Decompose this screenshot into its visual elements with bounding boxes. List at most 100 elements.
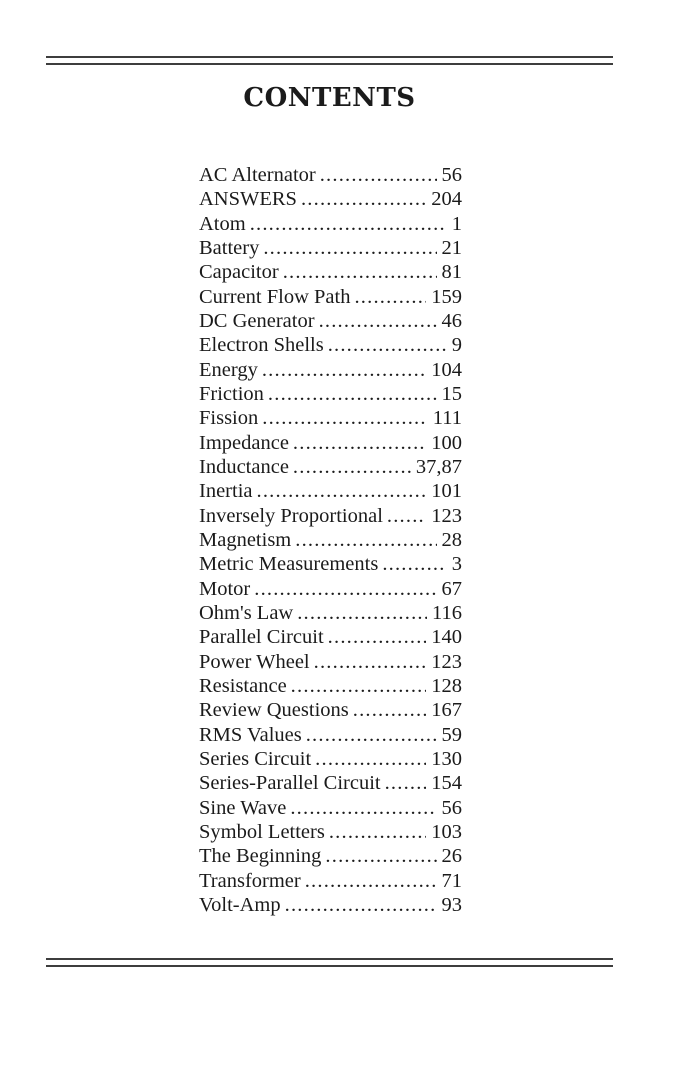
- toc-entry: Friction 15: [199, 382, 462, 406]
- toc-dot-leader: [257, 479, 427, 503]
- toc-dot-leader: [283, 260, 437, 284]
- toc-dot-leader: [306, 723, 437, 747]
- toc-entry-title: Motor: [199, 577, 251, 600]
- toc-entry-page: 46: [441, 309, 463, 332]
- toc-entry-page: 26: [441, 845, 463, 868]
- toc-entry-page: 56: [441, 796, 463, 819]
- toc-dot-leader: [305, 869, 437, 893]
- toc-entry: Review Questions 167: [199, 698, 462, 722]
- toc-entry-title: Power Wheel: [199, 650, 310, 673]
- toc-entry-title: Metric Measurements: [199, 553, 379, 576]
- toc-entry-page: 154: [431, 772, 462, 795]
- toc-entry: DC Generator 46: [199, 309, 462, 333]
- toc-entry-title: Inversely Proportional: [199, 504, 383, 527]
- toc-entry-page: 93: [441, 893, 463, 916]
- toc-dot-leader: [329, 820, 426, 844]
- toc-entry-title: Atom: [199, 212, 246, 235]
- toc-entry: Capacitor 81: [199, 260, 462, 284]
- toc-entry-title: Transformer: [199, 869, 301, 892]
- toc-dot-leader: [262, 406, 428, 430]
- toc-entry-title: Battery: [199, 236, 260, 259]
- toc-entry-page: 128: [431, 674, 462, 697]
- toc-entry-page: 28: [441, 528, 463, 551]
- toc-entry: Current Flow Path 159: [199, 285, 462, 309]
- toc-entry: Volt-Amp 93: [199, 893, 462, 917]
- toc-entry-page: 81: [441, 261, 463, 284]
- toc-entry-title: Review Questions: [199, 699, 349, 722]
- toc-entry-page: 111: [432, 407, 462, 430]
- toc-entry-title: Volt-Amp: [199, 893, 281, 916]
- toc-entry-title: RMS Values: [199, 723, 302, 746]
- toc-entry-page: 59: [441, 723, 463, 746]
- toc-entry: Fission 111: [199, 406, 462, 430]
- toc-dot-leader: [262, 358, 426, 382]
- toc-dot-leader: [293, 455, 411, 479]
- toc-entry-page: 1: [451, 212, 462, 235]
- toc-entry-title: Friction: [199, 382, 264, 405]
- toc-dot-leader: [328, 625, 427, 649]
- toc-entry-title: Sine Wave: [199, 796, 287, 819]
- toc-entry-page: 21: [441, 236, 463, 259]
- toc-entry-title: The Beginning: [199, 845, 322, 868]
- table-of-contents: AC Alternator56ANSWERS204Atom1Battery21C…: [199, 163, 462, 917]
- toc-entry-title: DC Generator: [199, 309, 315, 332]
- toc-entry: Series-Parallel Circuit 154: [199, 771, 462, 795]
- toc-dot-leader: [295, 528, 436, 552]
- toc-dot-leader: [354, 285, 426, 309]
- toc-entry: Inductance 37,87: [199, 455, 462, 479]
- toc-entry: Battery 21: [199, 236, 462, 260]
- toc-entry: Inertia 101: [199, 479, 462, 503]
- toc-entry-page: 15: [441, 382, 463, 405]
- toc-dot-leader: [385, 771, 427, 795]
- toc-entry-page: 37,87: [415, 455, 462, 478]
- toc-dot-leader: [320, 163, 437, 187]
- toc-entry-page: 9: [451, 334, 462, 357]
- toc-entry-page: 103: [431, 820, 462, 843]
- toc-dot-leader: [285, 893, 437, 917]
- bottom-double-rule: [46, 958, 613, 967]
- toc-entry-title: Current Flow Path: [199, 285, 351, 308]
- toc-entry-title: Capacitor: [199, 261, 279, 284]
- toc-entry-page: 116: [432, 601, 462, 624]
- toc-entry: Metric Measurements 3: [199, 552, 462, 576]
- toc-entry-page: 100: [431, 431, 462, 454]
- toc-entry: Electron Shells 9: [199, 333, 462, 357]
- toc-dot-leader: [382, 552, 446, 576]
- toc-entry: Ohm's Law 116: [199, 601, 462, 625]
- toc-dot-leader: [291, 674, 427, 698]
- toc-entry: Power Wheel 123: [199, 650, 462, 674]
- toc-entry: AC Alternator 56: [199, 163, 462, 187]
- toc-entry-title: Inertia: [199, 480, 253, 503]
- toc-dot-leader: [254, 577, 436, 601]
- toc-entry-title: ANSWERS: [199, 188, 297, 211]
- toc-entry-title: Fission: [199, 407, 259, 430]
- toc-entry: Inversely Proportional 123: [199, 504, 462, 528]
- toc-dot-leader: [314, 650, 427, 674]
- toc-entry-page: 167: [431, 699, 462, 722]
- toc-entry-page: 56: [441, 164, 463, 186]
- toc-entry-page: 67: [441, 577, 463, 600]
- toc-entry: Atom 1: [199, 212, 462, 236]
- toc-entry: Impedance 100: [199, 431, 462, 455]
- toc-entry-title: Resistance: [199, 674, 287, 697]
- toc-entry: Transformer 71: [199, 869, 462, 893]
- toc-entry-title: Impedance: [199, 431, 289, 454]
- toc-entry: Motor 67: [199, 577, 462, 601]
- toc-entry-title: Series Circuit: [199, 747, 312, 770]
- toc-entry: Sine Wave 56: [199, 796, 462, 820]
- toc-entry: The Beginning 26: [199, 844, 462, 868]
- toc-dot-leader: [387, 504, 426, 528]
- toc-entry-page: 130: [431, 747, 462, 770]
- toc-dot-leader: [328, 333, 447, 357]
- toc-entry-page: 104: [431, 358, 462, 381]
- toc-entry: Symbol Letters 103: [199, 820, 462, 844]
- toc-entry-title: Electron Shells: [199, 334, 324, 357]
- toc-entry: Series Circuit 130: [199, 747, 462, 771]
- toc-dot-leader: [268, 382, 437, 406]
- toc-entry: RMS Values 59: [199, 723, 462, 747]
- toc-entry-title: Inductance: [199, 455, 289, 478]
- toc-entry-title: Series-Parallel Circuit: [199, 772, 381, 795]
- toc-entry-title: Energy: [199, 358, 258, 381]
- toc-dot-leader: [353, 698, 427, 722]
